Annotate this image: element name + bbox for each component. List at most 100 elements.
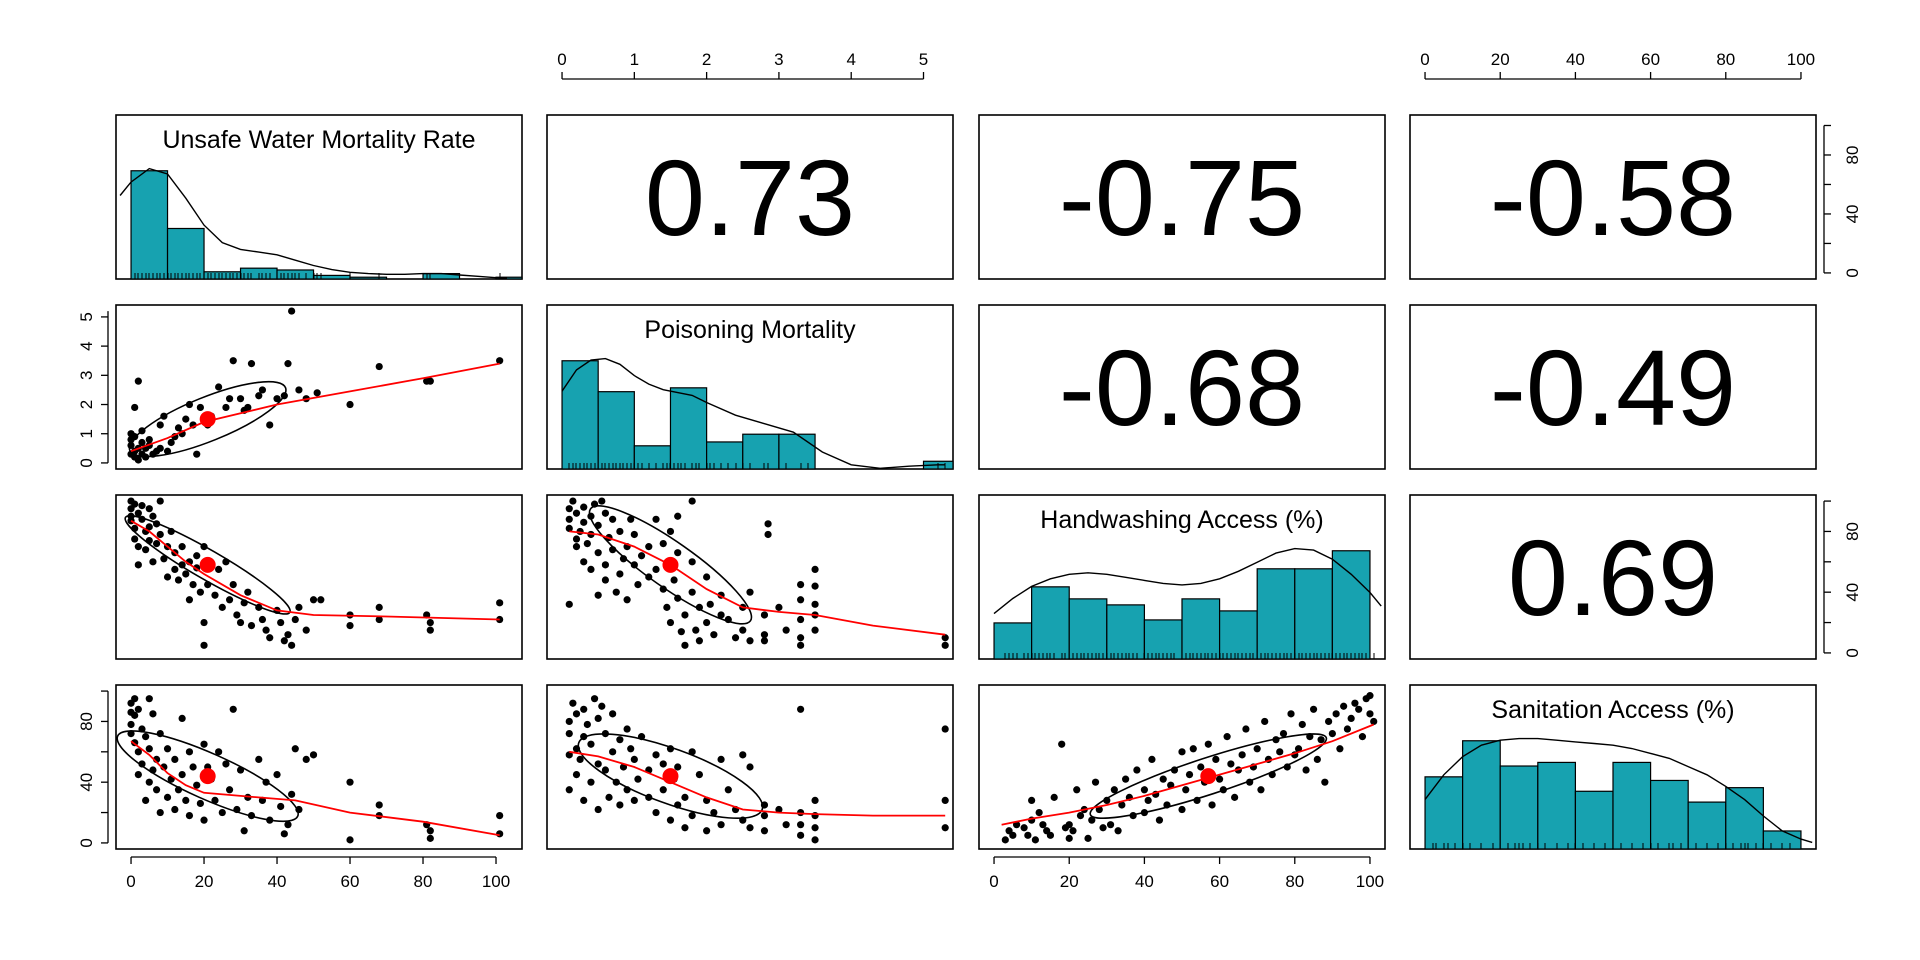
data-point — [572, 770, 581, 779]
tick-label: 3 — [77, 371, 96, 380]
data-point — [1065, 834, 1073, 842]
data-point — [236, 395, 245, 403]
data-point — [496, 599, 504, 607]
data-point — [666, 618, 675, 627]
data-point — [601, 766, 610, 774]
histogram-bar — [1218, 610, 1258, 660]
data-point — [426, 834, 434, 842]
data-point — [1140, 786, 1149, 794]
data-point — [1215, 775, 1224, 783]
data-point — [630, 796, 638, 805]
data-point — [1325, 717, 1333, 726]
data-point — [652, 751, 660, 759]
correlation-value: -0.58 — [1490, 137, 1736, 258]
scatter-content — [565, 695, 949, 844]
density-curve — [993, 547, 1382, 615]
data-point — [295, 386, 303, 394]
data-point — [703, 827, 711, 835]
data-point — [160, 555, 168, 563]
data-point — [1122, 775, 1130, 783]
histogram-bar — [1725, 787, 1764, 850]
panel-r2-c3: -0.68 — [978, 304, 1386, 470]
panel-r3-c1 — [115, 494, 523, 660]
data-point — [1009, 831, 1017, 839]
histogram-bar — [993, 622, 1033, 660]
data-point — [1001, 836, 1009, 844]
data-point — [616, 570, 624, 578]
rug — [568, 463, 946, 469]
histogram-bar — [1068, 598, 1108, 660]
data-point — [426, 626, 434, 634]
data-point — [659, 786, 667, 794]
data-point — [149, 710, 157, 718]
data-point — [138, 502, 146, 510]
panel-r2-c2: Poisoning Mortality — [546, 304, 954, 470]
data-point — [196, 588, 204, 596]
scatter-points — [127, 695, 504, 844]
data-point — [811, 811, 819, 820]
data-point — [229, 705, 237, 713]
data-point — [731, 634, 740, 642]
histogram-bar — [669, 387, 708, 470]
data-point — [236, 618, 245, 627]
data-point — [302, 755, 310, 764]
data-point — [1287, 710, 1295, 718]
panel-r3-c4: 0.69 — [1409, 494, 1817, 660]
data-point — [1133, 766, 1141, 774]
data-point — [1084, 834, 1092, 842]
data-point — [200, 618, 208, 627]
panel-frame — [978, 114, 1386, 280]
data-point — [598, 497, 606, 505]
histogram-bar — [561, 360, 599, 470]
tick-label: 80 — [414, 872, 433, 891]
data-point — [258, 615, 267, 624]
panel-frame — [546, 114, 954, 280]
data-point — [185, 596, 194, 604]
data-point — [182, 415, 190, 423]
data-point — [681, 793, 689, 801]
data-point — [811, 796, 819, 805]
data-point — [569, 497, 577, 505]
data-point — [262, 626, 270, 634]
tick-label: 80 — [1843, 522, 1862, 541]
tick-label: 40 — [268, 872, 287, 891]
rug — [1432, 843, 1791, 849]
tick-label: 100 — [1787, 50, 1815, 69]
scatter-content — [116, 695, 504, 844]
data-point — [346, 836, 354, 844]
right-axis-row3: 0 40 80 — [1823, 500, 1862, 658]
data-point — [565, 524, 573, 533]
data-point — [1182, 786, 1190, 794]
data-point — [145, 695, 153, 703]
data-point — [782, 821, 790, 829]
data-point — [1261, 717, 1269, 726]
data-point — [677, 628, 685, 636]
panel-frame — [978, 304, 1386, 470]
centroid-point — [199, 411, 216, 428]
data-point — [295, 603, 303, 611]
data-point — [196, 403, 204, 412]
data-point — [225, 786, 234, 794]
data-point — [941, 796, 949, 805]
panel-r1-c1: Unsafe Water Mortality Rate — [115, 114, 523, 280]
data-point — [284, 821, 292, 829]
data-point — [163, 447, 172, 455]
left-axis-row4: 0 40 80 — [77, 690, 109, 848]
data-point — [583, 539, 591, 548]
data-point — [273, 395, 281, 403]
data-point — [131, 403, 139, 412]
data-point — [1204, 740, 1212, 748]
correlation-ellipse — [588, 505, 753, 625]
data-point — [1058, 740, 1066, 748]
data-point — [587, 778, 595, 786]
data-point — [630, 530, 638, 539]
data-point — [496, 830, 504, 838]
data-point — [583, 720, 591, 729]
loess-smoother — [569, 750, 946, 817]
data-point — [1212, 755, 1220, 764]
data-point — [612, 588, 620, 596]
data-point — [1313, 755, 1321, 764]
panel-r4-c1 — [115, 684, 523, 850]
data-point — [247, 621, 256, 630]
